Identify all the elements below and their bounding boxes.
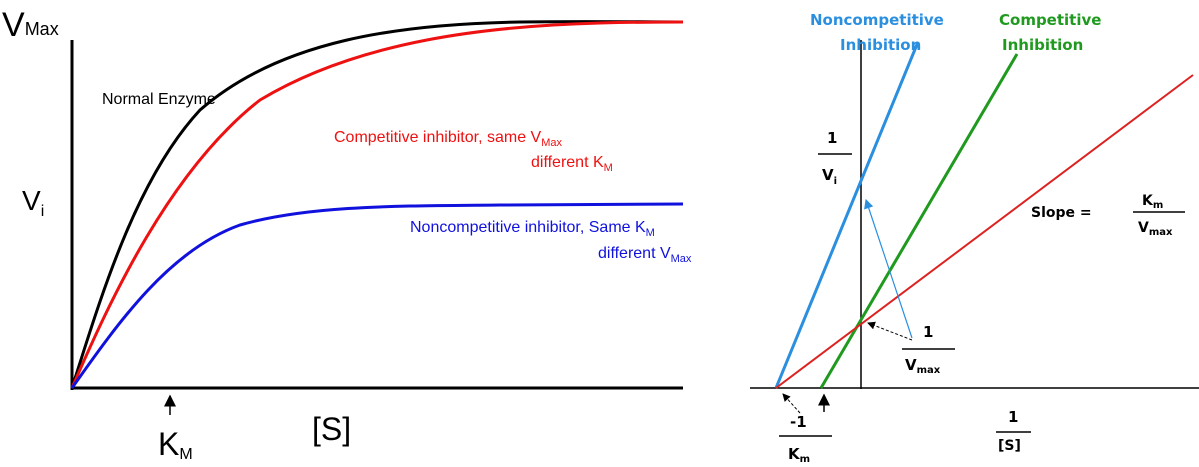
lb-line-normal: [775, 74, 1194, 389]
mm-curve-competitive: [70, 20, 684, 389]
svg-text:Km: Km: [788, 445, 810, 465]
vi-label: Vi: [22, 185, 44, 220]
vmax-label: VMax: [2, 6, 59, 44]
noncompetitive-inhibition-label-1: Noncompetitive: [810, 11, 944, 29]
svg-text:Vi: Vi: [822, 166, 837, 187]
lb-line-competitive: [819, 53, 1019, 389]
michaelis-menten-plot: VMax Vi KM [S] Normal Enzyme Competitive…: [2, 6, 692, 463]
mm-curve-normal: [70, 20, 684, 389]
competitive-inhibition-label-2: Inhibition: [1002, 36, 1083, 54]
svg-text:Slope =: Slope =: [1031, 205, 1092, 221]
lb-x-axis-label: 1 [S]: [996, 408, 1031, 454]
svg-text:1: 1: [1008, 408, 1018, 426]
svg-text:[S]: [S]: [998, 438, 1021, 454]
lb-y-axis-label: 1 Vi: [818, 129, 852, 187]
vmax-arrow-to-noncompetitive: [864, 198, 913, 339]
lb-km-intercept-label: -1 Km: [779, 413, 832, 465]
lb-vmax-intercept-label: 1 Vmax: [902, 323, 955, 376]
noncompetitive-inhibition-label-2: Inhibition: [840, 36, 921, 54]
normal-enzyme-label: Normal Enzyme: [102, 91, 216, 108]
lineweaver-burk-plot: Noncompetitive Inhibition Competitive In…: [750, 11, 1199, 465]
competitive-label-line1: Competitive inhibitor, same VMax: [334, 129, 562, 149]
noncompetitive-label-line2: different VMax: [598, 245, 692, 265]
svg-text:1: 1: [923, 323, 933, 341]
svg-text:-1: -1: [790, 413, 807, 431]
svg-text:1: 1: [827, 129, 837, 147]
competitive-label-line2: different KM: [531, 154, 613, 174]
svg-text:Vmax: Vmax: [1138, 220, 1173, 238]
svg-text:Vmax: Vmax: [905, 356, 941, 376]
svg-text:Km: Km: [1142, 193, 1163, 211]
mm-curve-noncompetitive: [70, 202, 684, 389]
competitive-inhibition-label-1: Competitive: [999, 11, 1101, 29]
km-label: KM: [158, 426, 193, 463]
slope-label: Slope = Km Vmax: [1031, 193, 1185, 238]
vmax-arrow-to-intercept: [867, 321, 913, 341]
noncompetitive-label-line1: Noncompetitive inhibitor, Same KM: [410, 219, 655, 239]
substrate-label: [S]: [312, 411, 351, 447]
km-arrow-to-intercept: [782, 393, 801, 414]
lb-line-noncompetitive: [774, 41, 920, 389]
